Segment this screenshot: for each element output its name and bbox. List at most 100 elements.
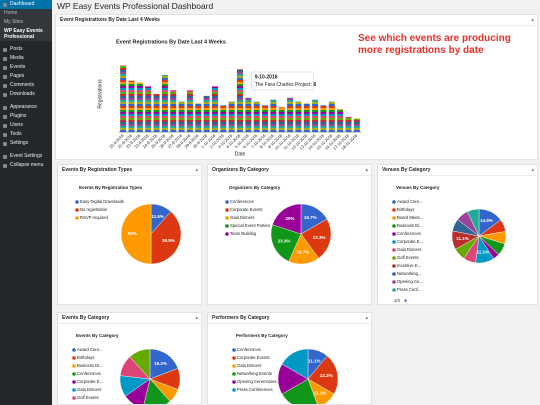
legend-label: Conferences (230, 199, 254, 204)
panel-header: Events By Category ▴ (58, 313, 201, 324)
legend-label: Award Cere... (397, 199, 423, 204)
bar (211, 86, 218, 132)
legend-swatch (392, 232, 396, 236)
pie-slice (281, 378, 318, 404)
menu-label: Posts (10, 46, 23, 52)
bar (262, 105, 269, 132)
menu-item[interactable]: Plugins (0, 112, 52, 121)
menu-item[interactable]: Downloads (0, 90, 52, 99)
legend-swatch (225, 208, 229, 212)
bar (295, 101, 302, 132)
legend-swatch (72, 380, 76, 384)
legend-label: Opening Ceremonies (237, 379, 277, 384)
legend-swatch (72, 364, 76, 368)
tooltip-label: The Fara Charles Project: (255, 82, 312, 88)
y-axis-label: Registrations (97, 79, 103, 109)
menu-label: Events (10, 64, 26, 70)
legend-label: Gala Dinners (397, 247, 421, 252)
bar (345, 116, 352, 132)
menu-item[interactable]: Appearance (0, 103, 52, 112)
panel-title: Performers By Category (212, 315, 270, 321)
menu-item[interactable]: Media (0, 54, 52, 63)
collapse-toggle[interactable]: ▴ (531, 17, 534, 23)
bar (253, 101, 260, 132)
bar (245, 97, 252, 132)
collapse-toggle[interactable]: ▴ (531, 167, 534, 173)
legend-label: Press Conferences (237, 387, 273, 392)
collapse-toggle[interactable]: ▴ (365, 167, 368, 173)
menu-label: Event Settings (10, 153, 43, 159)
legend-label: Incentive E... (397, 263, 421, 268)
panel-header: Performers By Category ▴ (208, 313, 371, 324)
pie-slice (272, 203, 302, 235)
menu-item[interactable]: Event Settings (0, 152, 52, 161)
bar (328, 101, 335, 132)
legend-pager: 1/3 (394, 298, 400, 303)
legend-label: Corporate Events (230, 207, 263, 212)
legend-label: Conferences (77, 371, 101, 376)
legend-swatch (225, 216, 229, 220)
legend-swatch (392, 248, 396, 252)
legend-label: Conferences (397, 231, 421, 236)
legend-swatch (72, 396, 76, 400)
menu-label: Home (4, 10, 18, 16)
panel: Venues By Category ▴ Venues By Category 14.… (377, 164, 538, 305)
menu-item[interactable]: Dashboard (0, 0, 52, 9)
bar (270, 99, 277, 132)
legend-swatch (75, 216, 79, 220)
legend-swatch (72, 348, 76, 352)
slice-label: 22.2% (320, 373, 333, 378)
menu-item[interactable]: Comments (0, 81, 52, 90)
legend-swatch (72, 356, 76, 360)
legend-label: Networking... (397, 271, 421, 276)
pie-slice (270, 224, 302, 262)
legend-swatch (225, 232, 229, 236)
legend-swatch (232, 356, 236, 360)
menu-item[interactable]: Settings (0, 139, 52, 148)
panel-header: Events By Registration Types ▴ (58, 165, 201, 176)
menu-item[interactable]: Home (0, 9, 52, 18)
legend-label: No registration (80, 207, 108, 212)
menu-label: Pages (10, 73, 25, 79)
menu-item[interactable]: Posts (0, 45, 52, 54)
menu-label: Dashboard (10, 1, 35, 7)
menu-label: Plugins (10, 113, 27, 119)
bar (220, 105, 227, 132)
bar (337, 109, 344, 132)
pie-slice (150, 211, 182, 265)
bar (120, 65, 127, 132)
menu-item[interactable]: My Sites (0, 18, 52, 27)
pie-slice (307, 355, 339, 395)
collapse-toggle[interactable]: ▴ (195, 315, 198, 321)
panel: Events By Registration Types ▴ Events By R… (57, 164, 202, 305)
menu-label: Media (10, 55, 24, 61)
slice-label: 11.1% (476, 250, 489, 255)
menu-item[interactable]: WP Easy Events Professional (0, 27, 52, 41)
chart: Event Registrations By Date Last 4 Weeks… (97, 39, 361, 157)
bar (170, 90, 177, 132)
menu-item[interactable]: Collapse menu (0, 161, 52, 170)
legend-swatch (225, 224, 229, 228)
bar (287, 97, 294, 132)
tooltip-value: 6 (313, 82, 316, 88)
legend-label: Business Di... (397, 223, 423, 228)
slice-label: 11.1% (308, 359, 321, 364)
menu-item[interactable]: Pages (0, 72, 52, 81)
collapse-toggle[interactable]: ▴ (365, 315, 368, 321)
slice-label: 20% (286, 216, 295, 221)
slice-label: 16.7% (297, 250, 310, 255)
menu-item[interactable]: Events (0, 63, 52, 72)
legend-swatch (392, 224, 396, 228)
legend-swatch (75, 208, 79, 212)
panel: Performers By Category ▴ Performers By Cat… (207, 312, 372, 405)
legend-label: Press Conf... (397, 287, 421, 292)
chart: Events By Category 19.2% Award Cere... Birt… (72, 333, 181, 404)
collapse-toggle[interactable]: ▴ (195, 167, 198, 173)
bar (153, 94, 160, 132)
slice-label: 16.7% (304, 215, 317, 220)
panel-title: Venues By Category (382, 167, 431, 173)
menu-item[interactable]: Users (0, 121, 52, 130)
legend-label: Corporate E... (397, 239, 423, 244)
legend-next[interactable]: ▼ (403, 298, 408, 304)
menu-item[interactable]: Tools (0, 130, 52, 139)
